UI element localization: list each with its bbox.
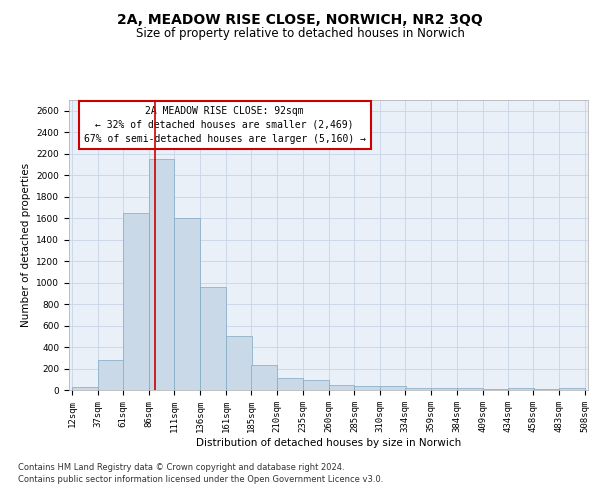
Text: Size of property relative to detached houses in Norwich: Size of property relative to detached ho…: [136, 28, 464, 40]
Bar: [98, 360, 124, 390]
Text: 2A MEADOW RISE CLOSE: 92sqm
← 32% of detached houses are smaller (2,469)
67% of : 2A MEADOW RISE CLOSE: 92sqm ← 32% of det…: [83, 106, 366, 144]
Bar: [302, 380, 329, 390]
Bar: [559, 388, 585, 390]
Text: Contains public sector information licensed under the Open Government Licence v3: Contains public sector information licen…: [18, 475, 383, 484]
Bar: [226, 336, 252, 390]
Bar: [200, 287, 226, 390]
Bar: [355, 386, 380, 390]
Bar: [72, 387, 98, 390]
Text: Contains HM Land Registry data © Crown copyright and database right 2024.: Contains HM Land Registry data © Crown c…: [18, 464, 344, 472]
Bar: [457, 388, 482, 390]
X-axis label: Distribution of detached houses by size in Norwich: Distribution of detached houses by size …: [196, 438, 461, 448]
Bar: [329, 384, 355, 390]
Bar: [175, 218, 200, 390]
Bar: [482, 389, 508, 390]
Bar: [405, 388, 431, 390]
Text: 2A, MEADOW RISE CLOSE, NORWICH, NR2 3QQ: 2A, MEADOW RISE CLOSE, NORWICH, NR2 3QQ: [117, 12, 483, 26]
Bar: [123, 213, 149, 390]
Bar: [277, 378, 302, 390]
Bar: [251, 365, 277, 390]
Bar: [149, 159, 175, 390]
Bar: [431, 388, 457, 390]
Y-axis label: Number of detached properties: Number of detached properties: [21, 163, 31, 327]
Bar: [380, 386, 406, 390]
Bar: [508, 388, 534, 390]
